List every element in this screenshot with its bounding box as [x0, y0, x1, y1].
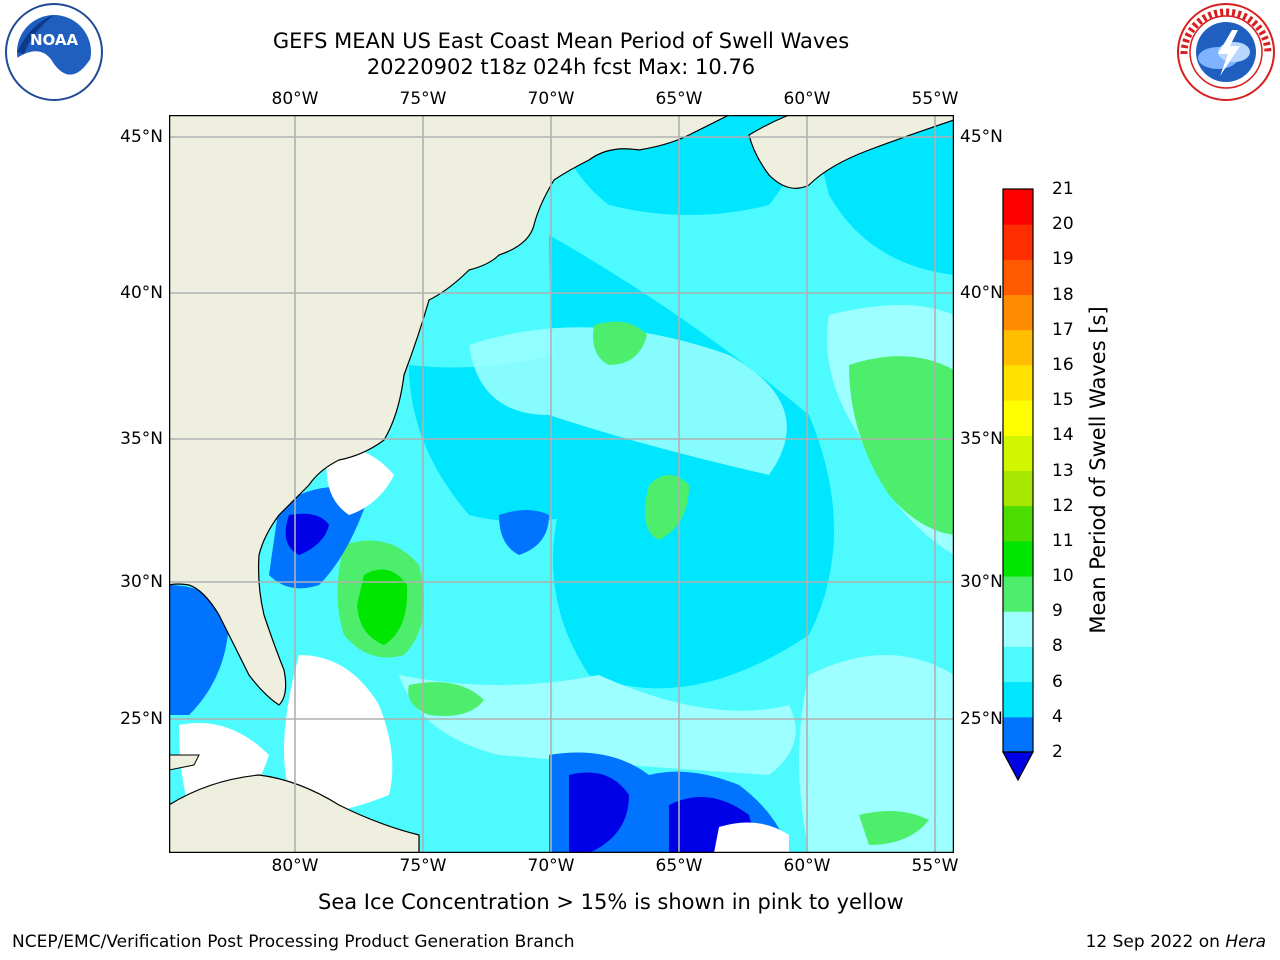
lat-label-right-25n: 25°N	[960, 709, 1003, 729]
colorbar-swatch-9-10	[1003, 576, 1033, 612]
colorbar-swatch-14-15	[1003, 400, 1033, 436]
colorbar-tick-8: 8	[1052, 636, 1063, 657]
lat-label-left-45n: 45°N	[120, 127, 163, 147]
colorbar-swatch-18-19	[1003, 259, 1033, 296]
colorbar-tick-21: 21	[1052, 179, 1074, 199]
colorbar-tick-11: 11	[1052, 530, 1074, 551]
lon-label-bottom-65w: 65°W	[655, 856, 703, 876]
contour-9-10s-southeast	[859, 811, 929, 845]
noaa-logo-text: NOAA	[30, 31, 79, 49]
contour-8-9s-south	[399, 675, 796, 775]
colorbar-swatch-17-18	[1003, 294, 1033, 331]
colorbar-tick-19: 19	[1052, 249, 1074, 270]
lon-label-bottom-70w: 70°W	[527, 856, 575, 876]
colorbar-swatch-2-4	[1003, 716, 1033, 753]
contour-8-9s-southeast	[799, 655, 954, 853]
lat-label-right-45n: 45°N	[960, 127, 1003, 147]
contour-0-2s-coast	[285, 513, 329, 555]
land-keys	[169, 754, 200, 771]
map-title: GEFS MEAN US East Coast Mean Period of S…	[272, 29, 850, 53]
graticule	[169, 115, 954, 853]
contour-0-2s-south-a	[569, 772, 629, 853]
colorbar-swatch-15-16	[1003, 364, 1033, 401]
lat-label-right-40n: 40°N	[960, 283, 1003, 303]
footer-host: Hera	[1225, 932, 1266, 952]
contour-10-11s	[357, 569, 408, 645]
lon-label-top-75w: 75°W	[399, 89, 447, 109]
no-data-bahamas	[284, 655, 393, 815]
contour-9-10s-east	[849, 356, 954, 535]
colorbar-extend-arrow	[1001, 751, 1035, 782]
colorbar-tick-13: 13	[1052, 460, 1074, 481]
contour-2-4s-offshore	[499, 510, 549, 555]
colorbar-swatch-11-12	[1003, 505, 1033, 542]
colorbar-tick-17: 17	[1052, 319, 1074, 340]
lat-label-left-40n: 40°N	[120, 283, 163, 303]
land-us-east-coast	[169, 115, 730, 706]
lat-label-right-35n: 35°N	[960, 429, 1003, 449]
no-data-south	[714, 822, 789, 853]
colorbar-tick-10: 10	[1052, 566, 1074, 587]
colorbar-tick-12: 12	[1052, 495, 1074, 516]
contour-9-10s-bahamas	[408, 682, 484, 716]
colorbar-swatch-16-17	[1003, 329, 1033, 366]
lon-label-bottom-75w: 75°W	[399, 856, 447, 876]
lat-label-left-25n: 25°N	[120, 709, 163, 729]
lon-label-bottom-60w: 60°W	[783, 856, 831, 876]
map-frame	[169, 115, 954, 853]
colorbar-tick-15: 15	[1052, 390, 1074, 411]
lon-label-top-70w: 70°W	[527, 89, 575, 109]
no-data-carolina	[326, 445, 394, 515]
colorbar-swatch-6-8	[1003, 646, 1033, 683]
colorbar	[1001, 188, 1035, 782]
colorbar-swatch-8-9	[1003, 611, 1033, 647]
lat-label-left-35n: 35°N	[120, 429, 163, 449]
land-nova-scotia	[748, 115, 954, 189]
colorbar-title: Mean Period of Swell Waves [s]	[1086, 306, 1110, 634]
lon-label-bottom-55w: 55°W	[911, 856, 959, 876]
lon-label-top-80w: 80°W	[271, 89, 319, 109]
swell-period-map	[169, 115, 954, 853]
contour-9-10s-central	[644, 475, 689, 540]
colorbar-swatch-4-6	[1003, 681, 1033, 718]
colorbar-tick-4: 4	[1052, 706, 1063, 727]
lon-label-top-60w: 60°W	[783, 89, 831, 109]
lat-label-left-30n: 30°N	[120, 572, 163, 592]
contour-2-4s-gulf	[169, 585, 229, 715]
contour-9-10s-north	[593, 321, 647, 365]
colorbar-swatch-13-14	[1003, 435, 1033, 471]
colorbar-swatches	[1003, 189, 1033, 753]
colorbar-frame	[1002, 188, 1034, 753]
footer-date: 12 Sep 2022 on Hera	[1086, 932, 1266, 952]
footer-branch: NCEP/EMC/Verification Post Processing Pr…	[12, 932, 575, 952]
map-subtitle: 20220902 t18z 024h fcst Max: 10.76	[366, 55, 756, 79]
lon-label-top-55w: 55°W	[911, 89, 959, 109]
colorbar-tick-6: 6	[1052, 671, 1063, 692]
colorbar-swatch-19-20	[1003, 224, 1033, 260]
lat-label-right-30n: 30°N	[960, 572, 1003, 592]
contour-8-9s-band	[469, 327, 787, 475]
colorbar-swatch-20-21	[1003, 189, 1033, 225]
sea-ice-note: Sea Ice Concentration > 15% is shown in …	[318, 890, 904, 914]
nws-logo	[1174, 2, 1278, 102]
footer-date-text: 12 Sep 2022 on	[1085, 932, 1220, 952]
lon-label-top-65w: 65°W	[655, 89, 703, 109]
colorbar-swatch-12-13	[1003, 470, 1033, 507]
colorbar-swatch-10-11	[1003, 540, 1033, 577]
colorbar-tick-16: 16	[1052, 354, 1074, 375]
lon-label-bottom-80w: 80°W	[271, 856, 319, 876]
colorbar-tick-2: 2	[1052, 742, 1063, 762]
colorbar-tick-14: 14	[1052, 425, 1074, 446]
colorbar-tick-20: 20	[1052, 214, 1074, 235]
land-cuba	[169, 774, 420, 853]
noaa-logo: NOAA	[2, 2, 106, 102]
colorbar-tick-18: 18	[1052, 284, 1074, 305]
colorbar-tick-9: 9	[1052, 601, 1063, 622]
